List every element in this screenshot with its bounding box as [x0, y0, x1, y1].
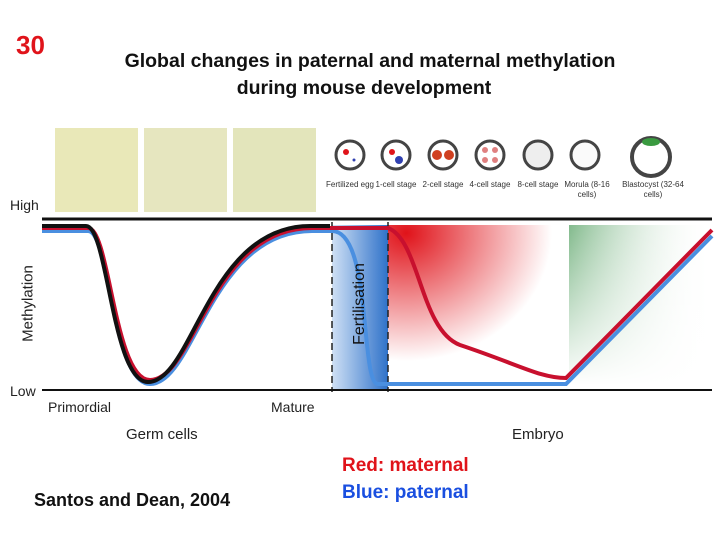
embryo-stage-icons	[334, 136, 672, 178]
stage-label: 1-cell stage	[375, 180, 417, 189]
stage-label: Fertilized egg	[325, 180, 375, 189]
x-label-mature: Mature	[271, 399, 315, 415]
fertilisation-region	[332, 225, 388, 390]
micrograph-intermediate	[144, 128, 227, 212]
slide-title-line1: Global changes in paternal and maternal …	[124, 50, 616, 72]
legend-maternal: Red: maternal	[342, 455, 469, 476]
x-label-primordial: Primordial	[48, 399, 112, 415]
micrograph-primordial	[55, 128, 138, 212]
stage-label: Blastocyst (32-64 cells)	[622, 180, 684, 199]
citation: Santos and Dean, 2004	[34, 490, 231, 510]
fertilisation-label: Fertilisation	[351, 263, 368, 345]
slide-title-line2: during mouse development	[236, 77, 492, 99]
y-axis-low: Low	[10, 383, 36, 399]
germline-methylation-line	[42, 224, 330, 385]
maternal-methylation-line	[42, 226, 714, 383]
micrograph-mature	[233, 128, 316, 212]
stage-label: 2-cell stage	[422, 180, 464, 189]
stage-label: 8-cell stage	[517, 180, 559, 189]
x-label-embryo: Embryo	[512, 426, 564, 443]
maternal-demethylation-region	[388, 225, 570, 385]
y-axis-high: High	[10, 197, 39, 213]
y-axis-label: Methylation	[19, 265, 37, 342]
stage-label: 4-cell stage	[469, 180, 511, 189]
legend-paternal: Blue: paternal	[342, 482, 469, 503]
x-label-germ-cells: Germ cells	[126, 426, 198, 443]
slide-number: 30	[16, 30, 45, 60]
stage-label: Morula (8-16 cells)	[564, 180, 610, 199]
